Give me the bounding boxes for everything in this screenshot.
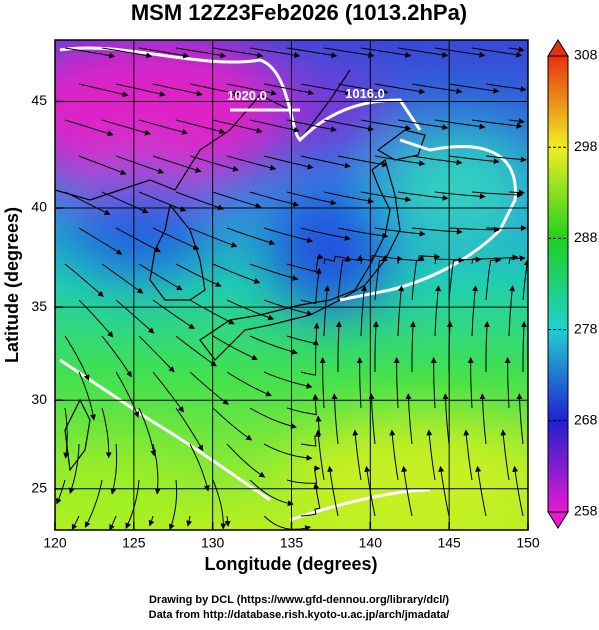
- x-tick-label: 135: [280, 535, 304, 551]
- contour-label: 1016.0: [345, 86, 385, 101]
- x-tick-label: 125: [122, 535, 146, 551]
- credit: Drawing by DCL (https://www.gfd-dennou.o…: [149, 594, 449, 606]
- colorbar-tick-label: 278: [574, 320, 598, 336]
- x-tick-label: 140: [359, 535, 383, 551]
- colorbar-extend: [548, 512, 568, 528]
- x-tick-label: 145: [437, 535, 461, 551]
- colorbar-tick-label: 308: [574, 47, 598, 63]
- colorbar-tick-label: 298: [574, 138, 598, 154]
- y-tick-label: 40: [31, 199, 47, 215]
- colorbar-tick-label: 268: [574, 412, 598, 428]
- colorbar-tick-label: 288: [574, 229, 598, 245]
- y-axis-label: Latitude (degrees): [2, 207, 22, 363]
- contour-label: 1020.0: [227, 88, 267, 103]
- y-tick-label: 30: [31, 391, 47, 407]
- temperature-field: [0, 30, 560, 540]
- colorbar-tick-label: 258: [574, 503, 598, 519]
- colorbar: 258 268 278 288 298 308: [548, 40, 598, 528]
- colorbar-scale: [548, 56, 568, 512]
- colorbar-extend: [548, 40, 568, 56]
- x-axis-label: Longitude (degrees): [204, 554, 377, 574]
- x-tick-label: 150: [516, 535, 540, 551]
- title: MSM 12Z23Feb2026 (1013.2hPa): [131, 0, 467, 25]
- x-tick-label: 120: [43, 535, 67, 551]
- credit: Data from http://database.rish.kyoto-u.a…: [149, 609, 450, 621]
- y-tick-label: 45: [31, 92, 47, 108]
- y-tick-label: 35: [31, 298, 47, 314]
- x-tick-label: 130: [201, 535, 225, 551]
- y-tick-label: 25: [31, 480, 47, 496]
